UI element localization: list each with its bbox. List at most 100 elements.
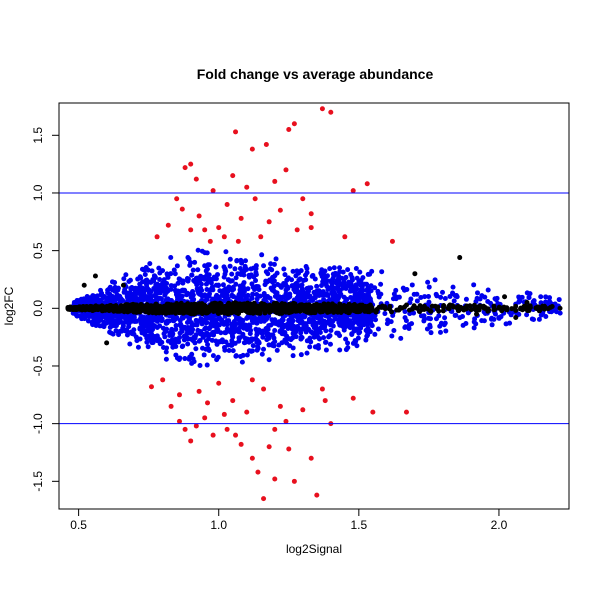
data-point	[221, 411, 227, 417]
data-point	[266, 219, 272, 225]
data-point	[204, 362, 210, 368]
data-point	[137, 309, 143, 315]
data-point	[308, 211, 314, 217]
data-point	[176, 418, 182, 424]
data-point	[81, 282, 87, 288]
data-point	[210, 276, 216, 282]
data-point	[176, 310, 182, 316]
data-point	[182, 356, 188, 362]
data-point	[355, 317, 361, 323]
data-point	[193, 346, 199, 352]
data-point	[197, 362, 203, 368]
data-point	[107, 324, 113, 330]
data-point	[295, 314, 301, 320]
data-point	[426, 293, 432, 299]
data-point	[257, 310, 263, 316]
data-point	[482, 294, 488, 300]
data-point	[267, 295, 273, 301]
data-point	[290, 330, 296, 336]
data-point	[488, 300, 494, 306]
data-point	[222, 298, 228, 304]
data-point	[314, 492, 320, 498]
data-point	[128, 315, 134, 321]
data-point	[171, 342, 177, 348]
data-point	[187, 329, 193, 335]
data-point	[192, 259, 198, 265]
data-point	[244, 409, 250, 415]
data-point	[524, 290, 530, 296]
data-point	[151, 278, 157, 284]
data-point	[185, 341, 191, 347]
data-point	[312, 295, 318, 301]
data-point	[234, 258, 240, 264]
data-point	[124, 332, 130, 338]
data-point	[270, 286, 276, 292]
data-point	[391, 328, 397, 334]
data-point	[291, 121, 297, 127]
y-tick-label: 1.5	[31, 127, 45, 144]
data-point	[457, 315, 463, 321]
data-point	[350, 188, 356, 194]
data-point	[453, 292, 459, 298]
data-point	[203, 325, 209, 331]
data-point	[350, 395, 356, 401]
data-point	[491, 303, 497, 309]
data-point	[281, 280, 287, 286]
data-point	[185, 336, 191, 342]
data-point	[399, 305, 405, 311]
data-point	[388, 319, 394, 325]
data-point	[343, 347, 349, 353]
data-point	[134, 297, 140, 303]
data-point	[205, 400, 211, 406]
data-point	[250, 343, 256, 349]
data-point	[179, 328, 185, 334]
data-point	[442, 315, 448, 321]
data-point	[131, 327, 137, 333]
data-point	[299, 326, 305, 332]
data-point	[262, 297, 268, 303]
data-point	[206, 262, 212, 268]
data-point	[188, 438, 194, 444]
data-point	[121, 276, 127, 282]
data-point	[268, 261, 274, 267]
data-point	[164, 280, 170, 286]
data-point	[529, 316, 535, 322]
chart-title: Fold change vs average abundance	[197, 66, 434, 82]
data-point	[224, 426, 230, 432]
data-point	[173, 289, 179, 294]
data-point	[201, 352, 207, 358]
data-point	[312, 344, 318, 350]
data-point	[208, 305, 214, 311]
data-point	[233, 129, 239, 135]
data-point	[556, 297, 562, 303]
data-point	[99, 323, 105, 329]
data-point	[343, 336, 349, 342]
data-point	[231, 286, 237, 292]
data-point	[411, 310, 417, 316]
data-point	[242, 301, 248, 307]
data-point	[548, 304, 554, 310]
data-point	[516, 311, 522, 317]
data-point	[272, 426, 278, 432]
data-point	[263, 142, 269, 148]
data-point	[471, 325, 477, 331]
data-point	[197, 277, 203, 283]
data-point	[373, 317, 379, 323]
data-point	[107, 284, 113, 290]
data-point	[285, 325, 291, 331]
data-point	[404, 302, 409, 308]
data-point	[155, 336, 161, 342]
data-point	[202, 332, 208, 338]
data-point	[196, 338, 202, 344]
data-point	[498, 305, 504, 311]
data-point	[266, 323, 272, 329]
data-point	[322, 398, 328, 404]
data-point	[384, 321, 390, 327]
data-point	[295, 325, 301, 331]
data-point	[261, 263, 267, 269]
data-point	[173, 352, 179, 358]
data-point	[305, 289, 311, 295]
data-point	[164, 305, 170, 311]
data-point	[491, 307, 497, 313]
